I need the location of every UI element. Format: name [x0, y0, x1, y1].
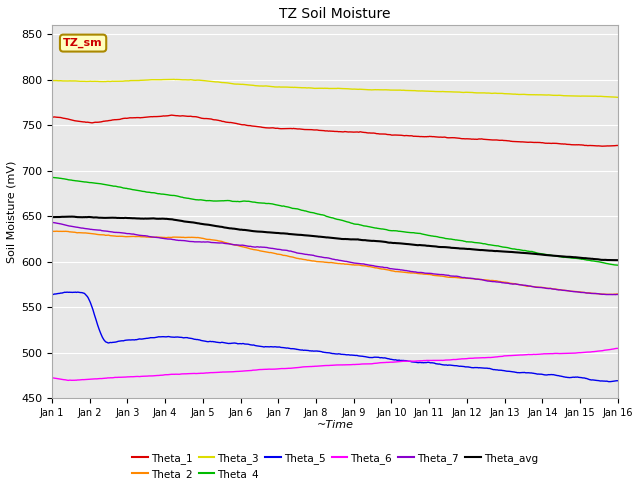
Theta_avg	[117, 215, 125, 221]
Theta_6	[175, 372, 182, 377]
Theta_3	[404, 87, 412, 93]
Theta_5	[421, 360, 429, 365]
Theta_4	[404, 229, 412, 235]
Theta_2	[404, 270, 412, 276]
Line: Theta_4: Theta_4	[52, 177, 618, 265]
Theta_avg	[614, 257, 621, 263]
Theta_6	[205, 370, 212, 376]
Line: Theta_1: Theta_1	[52, 115, 618, 146]
Theta_7	[174, 238, 182, 243]
Line: Theta_5: Theta_5	[52, 292, 618, 382]
Theta_5	[48, 292, 56, 298]
Theta_5	[404, 359, 412, 364]
Theta_6	[65, 377, 72, 383]
Line: Theta_2: Theta_2	[52, 231, 618, 294]
Y-axis label: Soil Moisture (mV): Soil Moisture (mV)	[7, 160, 17, 263]
Line: Theta_6: Theta_6	[52, 348, 618, 380]
Theta_5	[205, 339, 212, 345]
Theta_3	[170, 76, 178, 82]
Theta_4	[48, 174, 56, 180]
Theta_3	[116, 78, 124, 84]
Theta_avg	[421, 242, 429, 248]
Theta_7	[614, 292, 621, 298]
Theta_2	[117, 233, 125, 239]
Theta_7	[116, 230, 124, 236]
Theta_7	[58, 221, 66, 227]
Theta_1	[116, 116, 124, 122]
Theta_4	[58, 176, 66, 181]
Theta_5	[605, 379, 613, 384]
Theta_avg	[58, 214, 66, 220]
Theta_avg	[175, 217, 182, 223]
Theta_2	[614, 291, 621, 297]
Title: TZ Soil Moisture: TZ Soil Moisture	[279, 7, 390, 21]
Theta_1	[404, 133, 412, 139]
Line: Theta_7: Theta_7	[52, 222, 618, 295]
Theta_4	[204, 198, 212, 204]
Theta_2	[609, 291, 616, 297]
Theta_6	[58, 376, 66, 382]
Theta_2	[48, 228, 56, 234]
Theta_2	[59, 228, 67, 234]
Line: Theta_avg: Theta_avg	[52, 216, 618, 260]
Theta_3	[205, 78, 212, 84]
Theta_5	[63, 289, 71, 295]
Theta_7	[204, 239, 212, 245]
Theta_7	[420, 270, 428, 276]
Theta_3	[613, 95, 621, 100]
Theta_6	[404, 358, 412, 364]
Theta_4	[174, 193, 182, 199]
Theta_3	[614, 95, 621, 100]
Theta_7	[48, 219, 56, 225]
Theta_2	[175, 234, 182, 240]
Theta_1	[168, 112, 175, 118]
Theta_4	[420, 231, 428, 237]
Theta_1	[598, 144, 606, 149]
Theta_2	[205, 237, 212, 242]
Theta_avg	[48, 214, 56, 220]
Theta_avg	[613, 257, 621, 263]
Theta_1	[614, 143, 621, 148]
Theta_1	[205, 116, 212, 121]
Theta_6	[614, 346, 621, 351]
Theta_2	[53, 228, 61, 234]
Theta_2	[421, 271, 429, 277]
Theta_avg	[65, 214, 73, 219]
Theta_5	[58, 290, 66, 296]
Theta_4	[614, 262, 621, 268]
X-axis label: ~Time: ~Time	[316, 420, 353, 430]
Theta_6	[48, 375, 56, 381]
Theta_5	[175, 334, 182, 340]
Theta_1	[58, 115, 66, 121]
Theta_6	[421, 358, 429, 363]
Legend: Theta_1, Theta_2, Theta_3, Theta_4, Theta_5, Theta_6, Theta_7, Theta_avg: Theta_1, Theta_2, Theta_3, Theta_4, Thet…	[128, 448, 542, 480]
Theta_5	[117, 338, 125, 344]
Theta_3	[48, 78, 56, 84]
Theta_1	[421, 134, 429, 140]
Theta_avg	[404, 241, 412, 247]
Theta_avg	[205, 222, 212, 228]
Line: Theta_3: Theta_3	[52, 79, 618, 97]
Theta_1	[48, 114, 56, 120]
Theta_6	[117, 374, 125, 380]
Theta_3	[421, 88, 429, 94]
Text: TZ_sm: TZ_sm	[63, 38, 103, 48]
Theta_1	[175, 113, 182, 119]
Theta_5	[614, 378, 621, 384]
Theta_4	[116, 184, 124, 190]
Theta_7	[612, 292, 620, 298]
Theta_3	[58, 78, 66, 84]
Theta_3	[175, 77, 182, 83]
Theta_7	[404, 268, 412, 274]
